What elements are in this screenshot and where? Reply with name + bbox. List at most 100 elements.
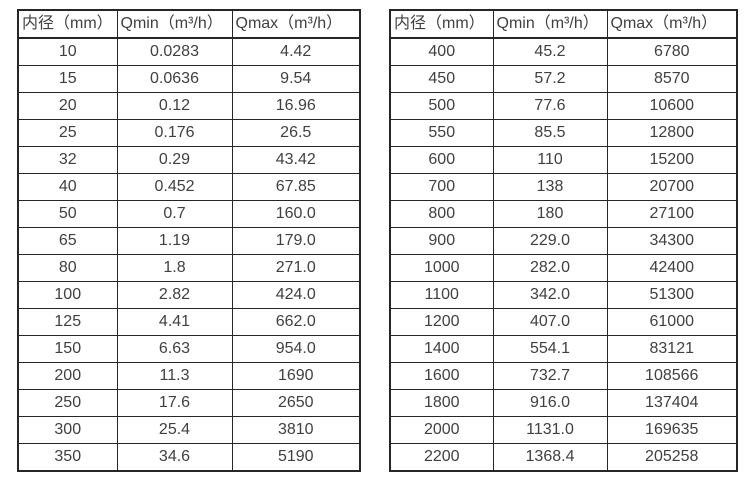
table-cell: 12800 [606,119,738,147]
table-cell: 125 [17,308,118,336]
table-cell: 916.0 [492,389,608,417]
table-cell: 282.0 [492,254,608,282]
table-cell: 1400 [389,335,494,363]
table-cell: 200 [17,362,118,390]
table-body: 400 45.2 6780 450 57.2 8570 500 77.6 10600 550 85.… [389,37,738,472]
table-row: 125 4.41 662.0 [17,308,361,336]
table-cell: 2.82 [116,281,233,309]
table-cell: 800 [389,200,494,228]
table-cell: 250 [17,389,118,417]
table-cell: 57.2 [492,65,608,93]
table-cell: 43.42 [231,146,361,174]
table-row: 20 0.12 16.96 [17,92,361,120]
table-cell: 1131.0 [492,416,608,444]
table-row: 1000 282.0 42400 [389,254,738,282]
table-row: 80 1.8 271.0 [17,254,361,282]
table-cell: 1.19 [116,227,233,255]
table-cell: 900 [389,227,494,255]
table-cell: 424.0 [231,281,361,309]
table-row: 550 85.5 12800 [389,119,738,147]
table-cell: 350 [17,443,118,472]
table-cell: 10 [17,37,118,66]
table-cell: 20700 [606,173,738,201]
table-cell: 100 [17,281,118,309]
table-row: 200 11.3 1690 [17,362,361,390]
table-cell: 67.85 [231,173,361,201]
header-qmax: Qmax（m³/h） [606,9,738,39]
table-cell: 51300 [606,281,738,309]
table-cell: 15 [17,65,118,93]
table-cell: 1200 [389,308,494,336]
table-row: 350 34.6 5190 [17,443,361,472]
table-cell: 169635 [606,416,738,444]
table-cell: 0.176 [116,119,233,147]
table-cell: 300 [17,416,118,444]
table-cell: 83121 [606,335,738,363]
table-cell: 2200 [389,443,494,472]
table-cell: 3810 [231,416,361,444]
header-row: 内径（mm） Qmin（m³/h） Qmax（m³/h） [389,9,738,39]
table-cell: 179.0 [231,227,361,255]
table-cell: 1800 [389,389,494,417]
table-row: 150 6.63 954.0 [17,335,361,363]
table-row: 1200 407.0 61000 [389,308,738,336]
table-row: 100 2.82 424.0 [17,281,361,309]
table-cell: 10600 [606,92,738,120]
table-cell: 77.6 [492,92,608,120]
table-cell: 554.1 [492,335,608,363]
table-cell: 26.5 [231,119,361,147]
header-qmax: Qmax（m³/h） [231,9,361,39]
table-cell: 0.452 [116,173,233,201]
table-row: 300 25.4 3810 [17,416,361,444]
table-cell: 32 [17,146,118,174]
table-cell: 45.2 [492,37,608,66]
table-cell: 8570 [606,65,738,93]
table-cell: 732.7 [492,362,608,390]
table-cell: 1368.4 [492,443,608,472]
table-body: 10 0.0283 4.42 15 0.0636 9.54 20 0.12 16.96 25 0.1… [17,37,361,472]
table-cell: 17.6 [116,389,233,417]
flow-table-large-diameters: 内径（mm） Qmin（m³/h） Qmax（m³/h） 400 45.2 6780… [389,9,738,472]
table-cell: 2650 [231,389,361,417]
table-cell: 16.96 [231,92,361,120]
table-row: 1800 916.0 137404 [389,389,738,417]
table-row: 50 0.7 160.0 [17,200,361,228]
table-cell: 0.0283 [116,37,233,66]
table-row: 25 0.176 26.5 [17,119,361,147]
table-row: 250 17.6 2650 [17,389,361,417]
table-cell: 500 [389,92,494,120]
table-cell: 205258 [606,443,738,472]
table-cell: 5190 [231,443,361,472]
table-cell: 137404 [606,389,738,417]
table-cell: 4.41 [116,308,233,336]
table-row: 40 0.452 67.85 [17,173,361,201]
table-cell: 271.0 [231,254,361,282]
table-cell: 110 [492,146,608,174]
table-row: 1100 342.0 51300 [389,281,738,309]
table-cell: 0.0636 [116,65,233,93]
table-cell: 11.3 [116,362,233,390]
table-cell: 25.4 [116,416,233,444]
table-cell: 550 [389,119,494,147]
table-cell: 1000 [389,254,494,282]
table-cell: 20 [17,92,118,120]
table-row: 450 57.2 8570 [389,65,738,93]
table-cell: 27100 [606,200,738,228]
table-cell: 1100 [389,281,494,309]
table-cell: 1600 [389,362,494,390]
table-row: 2200 1368.4 205258 [389,443,738,472]
table-cell: 40 [17,173,118,201]
table-cell: 34300 [606,227,738,255]
table-cell: 80 [17,254,118,282]
table-cell: 600 [389,146,494,174]
table-cell: 6.63 [116,335,233,363]
table-row: 600 110 15200 [389,146,738,174]
table-row: 700 138 20700 [389,173,738,201]
table-cell: 0.7 [116,200,233,228]
table-cell: 1.8 [116,254,233,282]
table-cell: 400 [389,37,494,66]
table-cell: 15200 [606,146,738,174]
table-cell: 180 [492,200,608,228]
table-cell: 138 [492,173,608,201]
